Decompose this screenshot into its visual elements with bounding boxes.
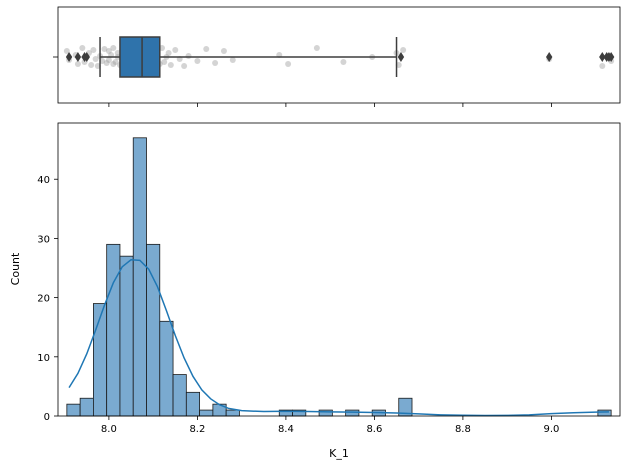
x-tick-label: 8.2: [189, 424, 205, 435]
strip-point: [167, 62, 174, 68]
boxplot-panel: [53, 6, 621, 107]
strip-point: [110, 61, 117, 67]
histogram-bar: [132, 137, 147, 417]
strip-point: [105, 48, 112, 54]
x-tick-label: 8.6: [366, 424, 382, 435]
histogram-bar: [172, 374, 187, 417]
strip-point: [400, 47, 407, 53]
y-tick-label: 30: [37, 234, 50, 245]
outlier-marker: [74, 52, 82, 62]
x-tick-label: 8.4: [278, 424, 294, 435]
strip-point: [92, 56, 99, 62]
histogram-y-ticks: 0 10 20 30 40: [37, 175, 58, 423]
outlier-marker: [607, 52, 615, 62]
outlier-marker: [545, 52, 553, 62]
strip-point: [313, 45, 320, 51]
strip-point: [103, 60, 110, 66]
strip-point: [172, 47, 179, 53]
y-tick-label: 10: [37, 353, 50, 364]
histogram-bar: [345, 409, 360, 417]
y-tick-label: 40: [37, 175, 50, 186]
histogram-frame: [57, 122, 621, 417]
y-axis-label: Count: [9, 252, 22, 285]
outlier-marker: [83, 52, 90, 62]
strip-point: [185, 53, 192, 59]
strip-point: [161, 59, 168, 65]
strip-point: [63, 48, 70, 54]
x-axis-label: K_1: [329, 447, 349, 460]
strip-point: [79, 45, 86, 51]
histogram-bar: [66, 403, 81, 417]
strip-point: [229, 57, 236, 63]
histogram-bar: [159, 320, 174, 417]
histogram-panel: 8.0 8.2 8.4 8.6 8.8 9.0 0 10 20 30 40 K_1 Count: [9, 122, 621, 460]
strip-point: [88, 62, 95, 68]
outlier-marker: [65, 52, 73, 62]
histogram-bar: [106, 243, 121, 417]
strip-point: [340, 59, 347, 65]
strip-point: [194, 58, 201, 64]
y-tick-label: 0: [44, 412, 50, 423]
strip-point: [165, 50, 172, 56]
outlier-marker: [397, 52, 405, 62]
outlier-marker: [599, 52, 606, 62]
histogram-bars: [66, 137, 612, 417]
strip-point: [101, 46, 108, 52]
strip-point: [212, 60, 219, 66]
histogram-x-ticks: 8.0 8.2 8.4 8.6 8.8 9.0: [101, 416, 559, 435]
boxplot-frame: [57, 6, 621, 104]
strip-point: [105, 57, 112, 63]
outlier-layer: [65, 52, 615, 62]
strip-point: [110, 45, 117, 51]
box-layer: [99, 36, 398, 78]
histogram-bar: [79, 397, 94, 417]
kde-curve: [68, 258, 609, 417]
histogram-bar: [597, 409, 612, 417]
strip-point: [285, 61, 292, 67]
strip-point: [90, 47, 97, 53]
histogram-bar: [119, 255, 134, 417]
x-tick-label: 8.8: [455, 424, 471, 435]
x-tick-label: 8.0: [101, 424, 117, 435]
strip-point: [74, 61, 81, 67]
x-tick-label: 9.0: [543, 424, 559, 435]
strip-point: [203, 46, 210, 52]
histogram-bar: [318, 409, 333, 417]
histogram-bar: [199, 409, 214, 417]
strip-point: [599, 63, 606, 69]
histogram-bar: [225, 409, 240, 417]
strip-point: [181, 63, 188, 69]
iqr-box: [119, 36, 161, 78]
y-tick-label: 20: [37, 294, 50, 305]
histogram-bar: [93, 303, 108, 417]
boxplot-x-ticks: [108, 103, 552, 107]
histogram-bar: [185, 391, 201, 417]
strip-point: [112, 59, 119, 65]
strip-point: [220, 48, 227, 54]
